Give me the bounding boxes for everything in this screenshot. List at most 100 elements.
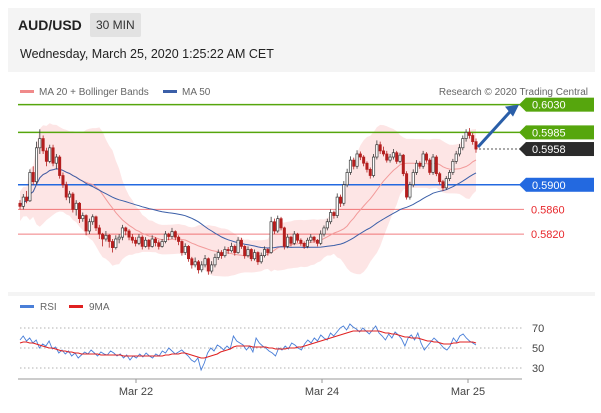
candle-body [289, 236, 293, 244]
candle-body [464, 132, 468, 139]
candle-body [177, 236, 181, 242]
ma50-line [19, 168, 477, 249]
candle-body [266, 249, 270, 253]
candle-body [117, 236, 121, 240]
level-label-1: 0.5985 [532, 127, 566, 139]
candle-body [157, 242, 161, 247]
candle-body [253, 252, 257, 260]
candle-body [279, 218, 283, 229]
candle-body [229, 246, 233, 252]
candle-body [335, 196, 339, 216]
candle-body [51, 147, 55, 164]
candle-body [120, 227, 124, 238]
candle-body [107, 234, 111, 242]
candle-body [391, 152, 395, 158]
candle-body [339, 196, 343, 204]
credit-text: Research © 2020 Trading Central [439, 87, 588, 98]
candle-body [461, 138, 465, 149]
candle-body [54, 156, 58, 164]
candle-body [444, 178, 448, 189]
forecast-arrow-head [505, 104, 519, 117]
legend-swatch-rsi [20, 305, 34, 308]
rsi-tick-50: 50 [532, 343, 544, 355]
candle-body [206, 258, 210, 272]
candle-body [153, 238, 157, 244]
forecast-arrow-shaft [476, 109, 513, 149]
candle-body [64, 184, 68, 198]
candle-body [180, 241, 184, 253]
candle-body [405, 173, 409, 198]
candle-body [183, 246, 187, 253]
candle-body [421, 153, 425, 167]
candle-body [296, 233, 300, 241]
candle-body [385, 153, 389, 161]
candle-body [25, 196, 29, 202]
candle-body [104, 234, 108, 240]
candle-body [233, 246, 237, 253]
candle-body [256, 252, 260, 263]
candle-body [259, 255, 263, 263]
timeframe-badge[interactable]: 30 MIN [90, 13, 141, 37]
level-tag-2 [526, 142, 594, 157]
candle-body [144, 239, 148, 247]
candle-body [223, 249, 227, 256]
candle-body [322, 227, 326, 235]
candle-body [249, 249, 253, 260]
candle-body [378, 144, 382, 152]
rsi-line [19, 323, 477, 372]
candle-body [305, 239, 309, 247]
candle-body [28, 172, 32, 202]
candle-body [398, 154, 402, 162]
candle-body [415, 162, 419, 173]
level-tag-arrow-1 [519, 125, 526, 140]
legend-label-ma50: MA 50 [182, 87, 211, 98]
candle-body [74, 202, 78, 210]
candle-body [150, 238, 154, 247]
candle-body [362, 156, 366, 164]
candle-body [329, 212, 333, 223]
legend-label-9ma: 9MA [89, 302, 110, 313]
candle-body [130, 236, 134, 241]
candle-body [325, 221, 329, 229]
candle-body [236, 239, 240, 253]
level-label-2: 0.5958 [532, 144, 566, 156]
timestamp: Wednesday, March 25, 2020 1:25:22 AM CET [20, 47, 274, 61]
candle-body [163, 233, 167, 242]
candle-body [71, 193, 75, 210]
candle-body [438, 173, 442, 183]
legend-swatch-9ma [69, 305, 83, 308]
candle-body [81, 215, 85, 220]
candle-body [134, 239, 138, 244]
candle-body [38, 138, 42, 149]
price-legend: MA 20 + Bollinger Bands MA 50 Research ©… [20, 87, 588, 98]
candle-body [203, 258, 207, 266]
candle-body [428, 159, 432, 173]
level-tag-arrow-2 [519, 142, 526, 157]
candle-body [127, 230, 131, 238]
candle-body [124, 227, 128, 232]
candle-body [441, 181, 445, 189]
candle-body [246, 249, 250, 256]
level-tag-1 [526, 125, 594, 140]
level-tag-3 [526, 177, 594, 192]
candle-body [193, 261, 197, 266]
candle-body [395, 152, 399, 162]
legend-label-rsi: RSI [40, 302, 57, 313]
candle-body [381, 150, 385, 155]
candle-body [309, 236, 313, 241]
level-tag-0 [526, 97, 594, 112]
candle-body [467, 132, 471, 136]
candle-body [368, 169, 372, 176]
candle-body [434, 156, 438, 175]
rsi-tick-30: 30 [532, 363, 544, 375]
candle-body [272, 221, 276, 232]
candle-body [213, 257, 217, 266]
candle-body [355, 153, 359, 167]
rsi-legend: RSI 9MA [20, 302, 110, 313]
candle-body [454, 153, 458, 162]
candle-body [226, 249, 230, 252]
level-label-5: 0.5820 [531, 229, 565, 241]
candle-body [41, 138, 45, 152]
candle-body [315, 239, 319, 244]
